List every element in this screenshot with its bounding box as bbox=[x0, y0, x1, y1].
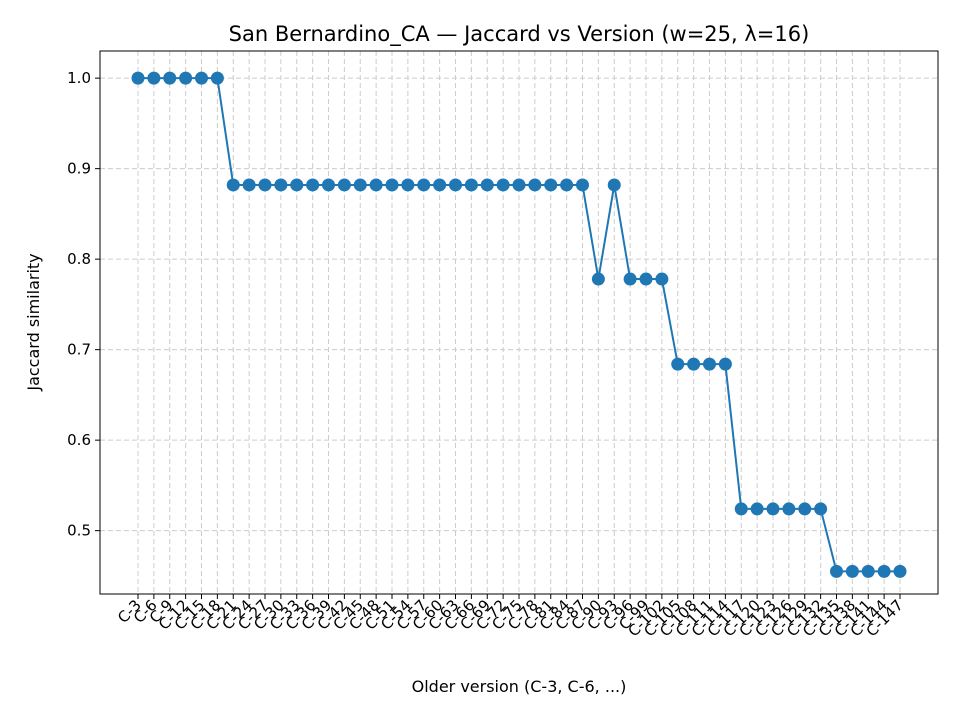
data-point bbox=[560, 178, 574, 192]
data-point bbox=[433, 178, 447, 192]
x-axis-label: Older version (C-3, C-6, ...) bbox=[412, 677, 627, 696]
data-point bbox=[893, 564, 907, 578]
data-point bbox=[639, 272, 653, 286]
data-point bbox=[782, 502, 796, 516]
data-point bbox=[861, 564, 875, 578]
data-point bbox=[655, 272, 669, 286]
data-point bbox=[766, 502, 780, 516]
data-point bbox=[591, 272, 605, 286]
data-point bbox=[353, 178, 367, 192]
data-point bbox=[147, 71, 161, 85]
data-point bbox=[845, 564, 859, 578]
data-point bbox=[496, 178, 510, 192]
data-point bbox=[290, 178, 304, 192]
data-point bbox=[798, 502, 812, 516]
data-point bbox=[179, 71, 193, 85]
y-tick-label: 0.6 bbox=[67, 431, 91, 449]
data-point bbox=[131, 71, 145, 85]
data-point bbox=[449, 178, 462, 192]
data-point bbox=[385, 178, 399, 192]
data-point bbox=[401, 178, 415, 192]
data-point bbox=[242, 178, 256, 192]
data-point bbox=[480, 178, 494, 192]
data-point bbox=[528, 178, 542, 192]
plot-frame bbox=[99, 50, 939, 595]
data-point bbox=[337, 178, 351, 192]
data-point bbox=[734, 502, 748, 516]
data-point bbox=[830, 564, 843, 578]
data-point bbox=[195, 71, 208, 85]
data-point bbox=[369, 178, 383, 192]
data-point bbox=[671, 357, 685, 371]
y-tick-label: 0.8 bbox=[67, 250, 91, 268]
y-axis-label: Jaccard similarity bbox=[24, 253, 43, 391]
y-tick-label: 1.0 bbox=[67, 69, 91, 87]
x-axis: C-3C-6C-9C-12C-15C-18C-21C-24C-27C-30C-3… bbox=[114, 594, 907, 640]
data-point bbox=[718, 357, 732, 371]
data-point bbox=[814, 502, 828, 516]
grid bbox=[100, 51, 938, 594]
y-tick-label: 0.9 bbox=[67, 160, 91, 178]
data-point bbox=[687, 357, 701, 371]
data-point bbox=[607, 178, 621, 192]
data-point bbox=[274, 178, 288, 192]
data-point bbox=[417, 178, 431, 192]
data-point bbox=[703, 357, 716, 371]
data-point bbox=[576, 178, 589, 192]
data-point bbox=[258, 178, 272, 192]
data-point bbox=[512, 178, 526, 192]
data-point bbox=[210, 71, 224, 85]
data-point bbox=[623, 272, 637, 286]
data-point bbox=[750, 502, 764, 516]
data-point bbox=[464, 178, 478, 192]
y-tick-label: 0.7 bbox=[67, 341, 91, 359]
data-point bbox=[306, 178, 320, 192]
data-point bbox=[544, 178, 558, 192]
data-point bbox=[163, 71, 177, 85]
y-axis: 0.5 0.6 0.7 0.8 0.9 1.0 bbox=[67, 69, 100, 540]
chart-title: San Bernardino_CA — Jaccard vs Version (… bbox=[229, 22, 810, 47]
data-point bbox=[877, 564, 891, 578]
data-point bbox=[322, 178, 335, 192]
data-point bbox=[226, 178, 240, 192]
y-tick-label: 0.5 bbox=[67, 522, 91, 540]
series bbox=[131, 71, 907, 578]
